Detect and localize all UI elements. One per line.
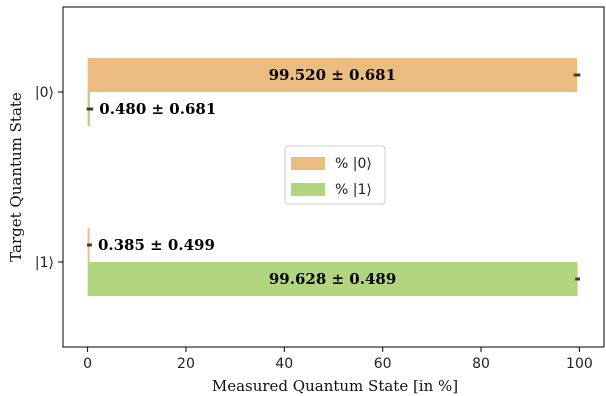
legend-label-0: % |0⟩: [335, 156, 372, 172]
x-tick-label-4: 80: [472, 356, 490, 372]
x-axis: 0 20 40 60 80 100: [83, 347, 593, 372]
y-tick-label-0: |0⟩: [35, 85, 54, 101]
x-tick-label-5: 100: [566, 356, 593, 372]
data-label-1-0: 0.480 ± 0.681: [99, 100, 216, 118]
data-label-0-0: 99.520 ± 0.681: [269, 66, 396, 84]
data-label-1-1: 99.628 ± 0.489: [269, 270, 396, 288]
labels-layer: 99.520 ± 0.681 0.385 ± 0.499 0.480 ± 0.681…: [98, 66, 396, 288]
errorbars-layer: [86, 73, 581, 281]
bars-layer: [87, 58, 578, 296]
x-tick-label-3: 60: [374, 356, 392, 372]
y-axis-title: Target Quantum State: [7, 92, 25, 262]
plot-frame: [62, 6, 605, 348]
y-axis: |0⟩ |1⟩: [35, 85, 63, 271]
x-tick-label-0: 0: [83, 356, 92, 372]
x-axis-title: Measured Quantum State [in %]: [212, 377, 458, 395]
legend-swatch-1: [291, 183, 325, 196]
legend-label-1: % |1⟩: [335, 182, 372, 198]
data-label-0-1: 0.385 ± 0.499: [98, 236, 215, 254]
bar-0-0: [87, 58, 578, 92]
x-tick-label-1: 20: [177, 356, 195, 372]
y-tick-label-1: |1⟩: [35, 255, 54, 271]
legend-swatch-0: [291, 157, 325, 170]
bar-1-1: [87, 262, 578, 296]
x-tick-label-2: 40: [275, 356, 293, 372]
legend: % |0⟩ % |1⟩: [284, 145, 386, 205]
